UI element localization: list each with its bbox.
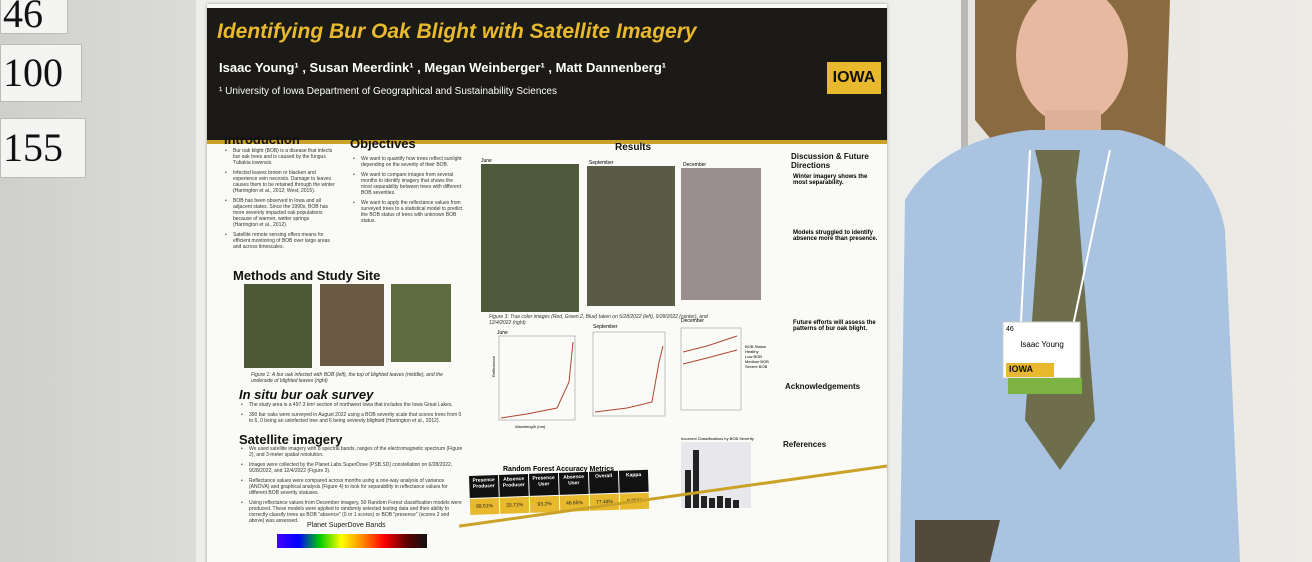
section-heading: In situ bur oak survey: [239, 387, 374, 402]
table-cell: 33.71%: [499, 496, 530, 514]
section-heading: Objectives: [350, 136, 416, 151]
presenter: [900, 0, 1240, 562]
legend-item: Low BOB: [745, 354, 762, 359]
image-label: December: [683, 162, 707, 168]
table-title: Random Forest Accuracy Metrics: [503, 466, 614, 473]
finding: Future efforts will assess the patterns …: [793, 320, 876, 332]
legend-title: BOB Status: [745, 344, 766, 349]
plot-title: December: [681, 318, 705, 324]
bullet: We used satellite imagery with 8 spectra…: [241, 446, 463, 458]
satellite-image: [481, 164, 579, 312]
bullet: Bur oak blight (BOB) is a disease that i…: [225, 148, 335, 166]
legend-item: Healthy: [745, 349, 759, 354]
table-cell: 89.51%: [469, 497, 500, 515]
bullet: Reflectance values were compared across …: [241, 478, 463, 496]
table-header: Absence User: [558, 471, 589, 495]
section-heading: Introduction: [224, 132, 300, 147]
bullet-list: We used satellite imagery with 8 spectra…: [241, 446, 463, 528]
authors: Isaac Young¹ , Susan Meerdink¹ , Megan W…: [219, 60, 667, 75]
bullet: BOB has been observed in Iowa and all ad…: [225, 198, 335, 228]
bullet: We want to apply the reflectance values …: [353, 200, 465, 224]
bullet: Images were collected by the Planet Labs…: [241, 462, 463, 474]
figure-caption: Figure 1: A bur oak infected with BOB (l…: [251, 372, 443, 384]
histogram: [681, 442, 751, 508]
image-label: June: [481, 158, 492, 164]
photo: [320, 284, 384, 366]
plot-title: September: [593, 324, 618, 330]
bullet-list: The study area is a 497.3 km² section of…: [241, 402, 463, 428]
section-heading: Discussion & Future Directions: [791, 152, 869, 170]
bullet: The study area is a 497.3 km² section of…: [241, 402, 463, 408]
table-header: Presence User: [528, 472, 559, 496]
bullet: Using reflectance values from December i…: [241, 500, 463, 524]
legend: BOB Status Healthy Low BOB Medium BOB Se…: [745, 344, 769, 369]
finding: Winter imagery shows the most separabili…: [793, 174, 868, 186]
satellite-image: [587, 166, 675, 306]
table-header: Presence Producer: [469, 474, 499, 498]
board-card: 155: [0, 118, 86, 178]
spectrum: [277, 534, 427, 548]
badge-logo: IOWA: [1009, 364, 1033, 374]
table-header: Absence Producer: [498, 473, 529, 497]
section-heading: References: [783, 440, 827, 449]
bullet: 390 bur oaks were surveyed in August 202…: [241, 412, 463, 424]
finding: Models struggled to identify absence mor…: [793, 230, 878, 242]
figure-caption: Figure 3: True color images (Red, Green …: [489, 314, 708, 326]
legend-item: Severe BOB: [745, 364, 768, 369]
satellite-image: [681, 168, 761, 300]
table-header: Kappa: [618, 469, 649, 493]
affiliation: ¹ University of Iowa Department of Geogr…: [219, 86, 557, 97]
poster-title: Identifying Bur Oak Blight with Satellit…: [217, 20, 697, 43]
table-header: Overall: [588, 470, 619, 494]
bullet: We want to quantify how trees reflect su…: [353, 156, 465, 168]
badge-name: Isaac Young: [1020, 340, 1064, 349]
chart-title: Incorrect Classifications by BOB Severit…: [681, 436, 754, 441]
axis-label: Wavelength (nm): [515, 424, 546, 429]
axis-label: Reflectance: [491, 355, 497, 378]
bullet-list: Bur oak blight (BOB) is a disease that i…: [225, 148, 335, 254]
logo: IOWA: [827, 62, 881, 94]
badge-number: 46: [1006, 326, 1014, 333]
bullet: Satellite remote sensing offers means fo…: [225, 232, 335, 250]
reflectance-plots: [498, 327, 742, 421]
poster-header: Identifying Bur Oak Blight with Satellit…: [207, 8, 887, 144]
poster: Identifying Bur Oak Blight with Satellit…: [207, 4, 887, 562]
photo: [244, 284, 312, 368]
figure-title: Planet SuperDove Bands: [307, 522, 386, 529]
legend-item: Medium BOB: [745, 359, 769, 364]
section-heading: Acknowledgements: [785, 382, 861, 391]
section-heading: Results: [615, 142, 652, 153]
plot-title: June: [497, 330, 508, 336]
image-label: September: [589, 160, 614, 166]
bullet: Infected leaves brown or blacken and exp…: [225, 170, 335, 194]
bullet: We want to compare images from several m…: [353, 172, 465, 196]
board-card: 100: [0, 44, 82, 102]
section-heading: Methods and Study Site: [233, 268, 381, 283]
section-heading: Satellite imagery: [239, 432, 343, 447]
board-card: 46: [0, 0, 68, 36]
bullet-list: We want to quantify how trees reflect su…: [353, 156, 465, 228]
photo: [391, 284, 451, 362]
